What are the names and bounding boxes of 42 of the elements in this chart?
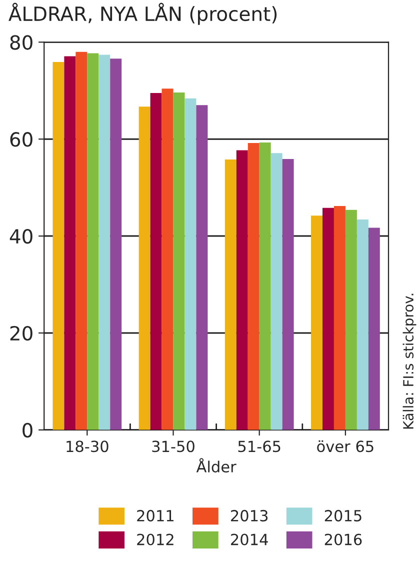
legend-label: 2016: [324, 534, 362, 546]
bar: [98, 54, 110, 430]
bar: [236, 150, 248, 430]
legend-label: 2015: [324, 510, 362, 522]
x-tick-label: 31-50: [152, 440, 194, 452]
x-axis-title: Ålder: [196, 458, 236, 473]
bar: [282, 158, 294, 430]
y-tick-label: 60: [10, 132, 32, 147]
bar: [150, 93, 162, 430]
y-tick-label: 40: [10, 228, 32, 244]
y-tick-label: 0: [22, 422, 32, 438]
bar: [138, 106, 150, 430]
bar: [259, 142, 271, 430]
bar: [322, 208, 334, 430]
legend-label: 2014: [231, 534, 268, 546]
bar: [87, 53, 99, 430]
bar: [184, 98, 196, 430]
bar: [196, 105, 208, 430]
x-tick-label: 18-30: [66, 440, 108, 452]
legend-label: 2013: [231, 510, 268, 522]
bar: [173, 92, 185, 430]
bar: [52, 62, 64, 430]
bar: [110, 58, 122, 430]
x-tick-label: över 65: [317, 440, 374, 452]
text: Källa: FI:s stickprov.: [402, 294, 416, 429]
x-tick-label: 51-65: [238, 440, 280, 452]
y-tick-label: 20: [10, 326, 32, 341]
bar: [270, 153, 282, 430]
bar: [334, 206, 346, 430]
bar: [311, 216, 322, 430]
bar: [64, 56, 76, 430]
bar: [76, 52, 88, 430]
legend-label: 2011: [137, 510, 174, 522]
chart-title: ÅLDRAR, NYA LÅN (procent): [8, 2, 277, 25]
bar: [224, 159, 236, 430]
legend-label: 2012: [137, 534, 174, 546]
bar: [162, 88, 174, 430]
bar: [248, 142, 260, 430]
bar: [356, 220, 368, 430]
bar: [345, 210, 357, 430]
bar: [368, 228, 380, 430]
y-tick-label: 80: [10, 35, 32, 50]
